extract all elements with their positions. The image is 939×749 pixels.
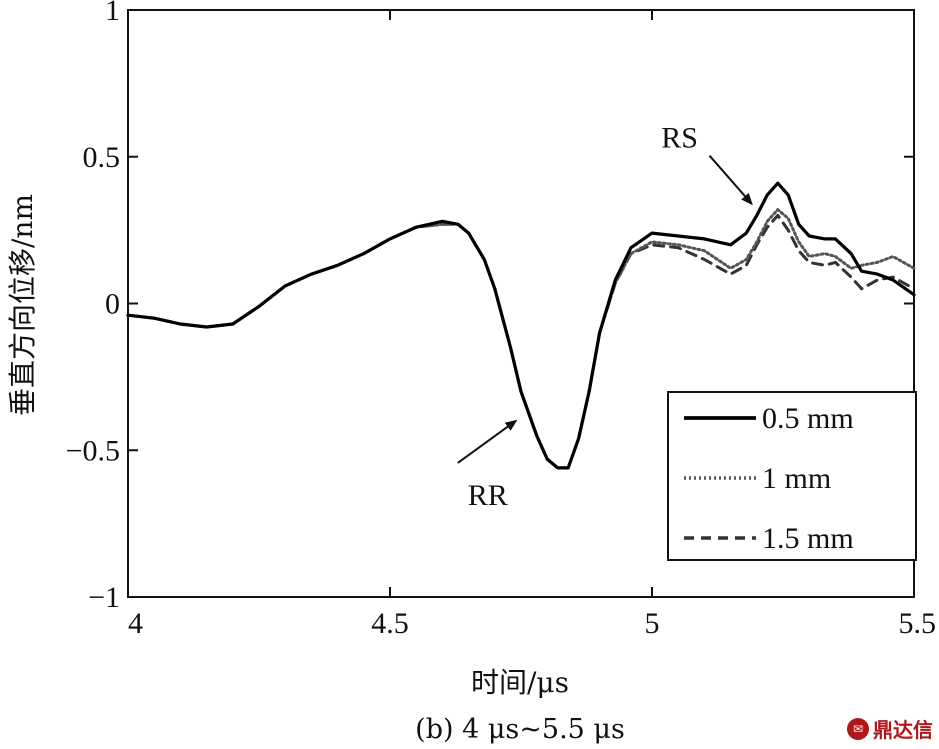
legend-box xyxy=(667,391,917,561)
x-tick-label: 4.5 xyxy=(371,607,409,640)
x-axis-label: 时间/μs xyxy=(471,666,569,699)
y-tick-label: 0.5 xyxy=(83,141,121,174)
annotations: RS RR xyxy=(457,122,753,512)
watermark: ✉ 鼎达信 xyxy=(847,714,933,743)
axes: 4 4.5 5 5.5 −1 −0.5 0 0.5 1 xyxy=(66,0,936,640)
legend-label: 0.5 mm xyxy=(762,402,854,435)
x-tick-label: 5.5 xyxy=(899,607,937,640)
y-axis-label: 垂直方向位移/nm xyxy=(6,194,39,416)
annotation-arrow-rr xyxy=(457,419,518,464)
legend-label: 1.5 mm xyxy=(762,522,854,555)
legend: 0.5 mm 1 mm 1.5 mm xyxy=(667,391,917,561)
watermark-text: 鼎达信 xyxy=(873,718,933,742)
y-tick-label: −1 xyxy=(88,581,120,614)
logo-badge-icon: ✉ xyxy=(847,717,869,740)
series-lines xyxy=(126,181,916,470)
x-tick-label: 5 xyxy=(645,607,660,640)
annotation-arrow-rs xyxy=(708,155,753,206)
chart-caption: (b) 4 μs~5.5 μs xyxy=(415,714,625,745)
annotation-rr: RR xyxy=(468,479,508,512)
y-tick-label: −0.5 xyxy=(66,434,120,467)
x-tick-label: 4 xyxy=(128,607,143,640)
y-tick-label: 1 xyxy=(105,0,120,27)
y-tick-label: 0 xyxy=(105,288,120,321)
series-line-0-5-mm xyxy=(126,181,916,470)
annotation-rs: RS xyxy=(661,122,698,155)
legend-label: 1 mm xyxy=(762,462,831,495)
